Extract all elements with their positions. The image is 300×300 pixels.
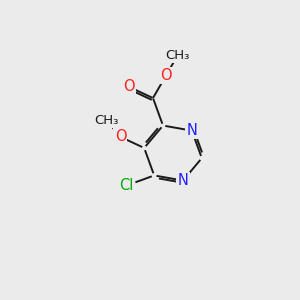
Text: CH₃: CH₃ — [165, 49, 190, 62]
Text: CH₃: CH₃ — [94, 114, 119, 127]
Text: N: N — [186, 123, 197, 138]
Text: N: N — [178, 173, 188, 188]
Text: O: O — [123, 80, 135, 94]
Text: O: O — [160, 68, 172, 83]
Text: O: O — [115, 129, 126, 144]
Text: Cl: Cl — [119, 178, 134, 193]
